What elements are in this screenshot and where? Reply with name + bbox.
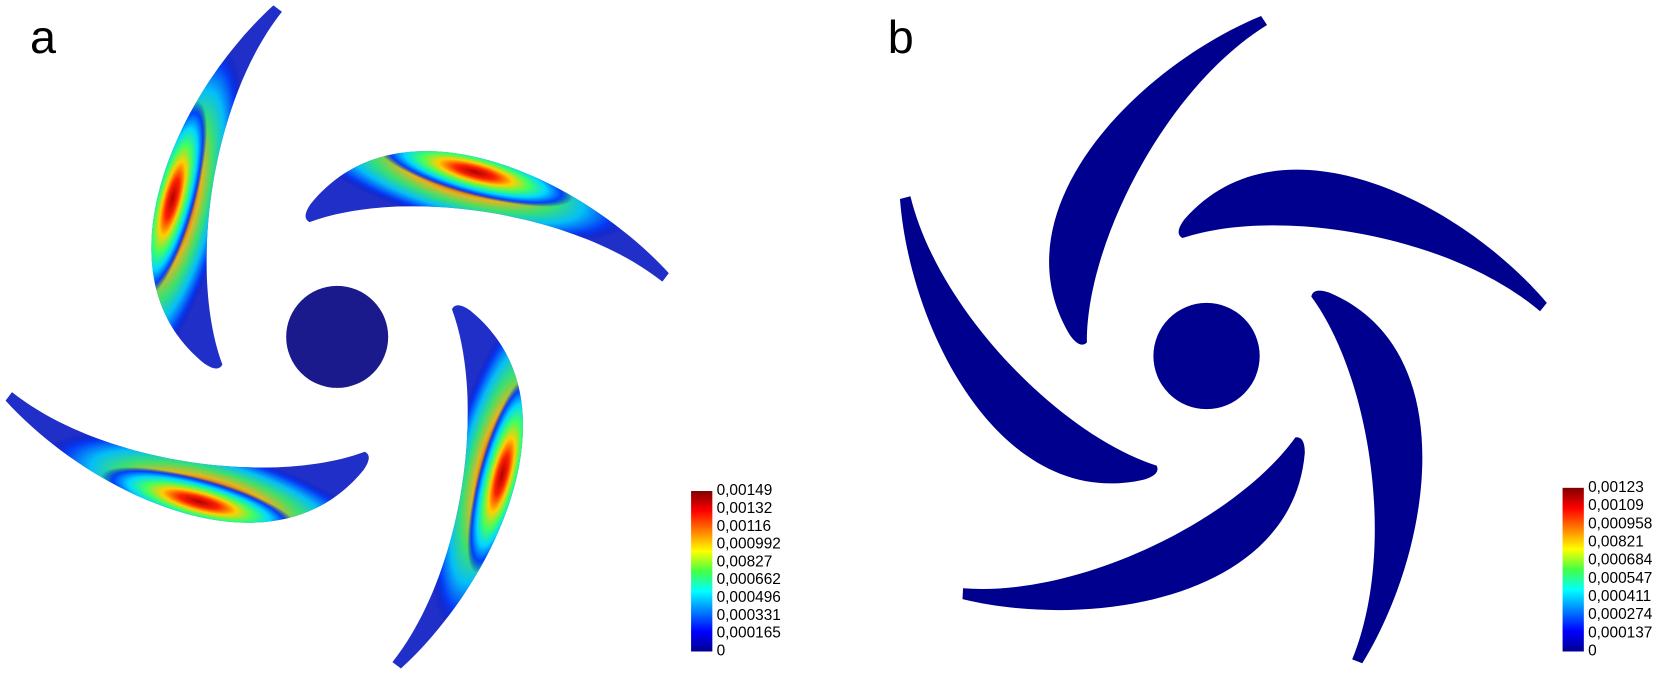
- colorbar-label: 0,00149: [717, 482, 773, 499]
- stress-field: [44, 432, 369, 523]
- colorbar-label: 0: [1588, 643, 1597, 660]
- blade: [392, 305, 523, 669]
- stress-field: [151, 44, 242, 369]
- colorbar-label: 0,00132: [717, 500, 773, 517]
- colorbar-label: 0,00116: [717, 518, 772, 535]
- stress-field: [305, 151, 630, 242]
- colorbar-label: 0,000411: [1588, 588, 1651, 605]
- blade: [1176, 165, 1552, 312]
- colorbar-label: 0,000331: [717, 607, 781, 624]
- blade: [151, 5, 282, 369]
- hub: [286, 285, 389, 388]
- colorbar-label: 0,000137: [1588, 624, 1652, 641]
- blade: [305, 151, 669, 282]
- colorbar: [691, 491, 713, 652]
- stress-core: [377, 151, 574, 207]
- colorbar-label: 0,000958: [1588, 515, 1652, 532]
- colorbar-label: 0,000662: [717, 571, 781, 588]
- colorbar-label: 0,000274: [1588, 606, 1653, 623]
- colorbar-label: 0: [717, 643, 726, 660]
- panel-label: a: [30, 11, 56, 63]
- colorbar-label: 0,00821: [1588, 533, 1644, 550]
- colorbar-label: 0,000684: [1588, 552, 1653, 569]
- colorbar-label: 0,000496: [717, 589, 781, 606]
- colorbar-label: 0,000992: [717, 536, 781, 553]
- colorbar-label: 0,00827: [717, 553, 773, 570]
- blade-shape: [1176, 165, 1552, 312]
- hub: [1153, 302, 1260, 410]
- colorbar: [1562, 487, 1584, 652]
- panel-b: b0,001230,001090,0009580,008210,0006840,…: [823, 0, 1653, 677]
- blade: [823, 192, 1198, 526]
- stress-field: [432, 305, 523, 630]
- stress-core: [101, 467, 297, 523]
- colorbar-label: 0,000165: [717, 625, 781, 642]
- colorbar-label: 0,00109: [1588, 497, 1644, 514]
- colorbar-label: 0,000547: [1588, 570, 1652, 587]
- colorbar-label: 0,00123: [1588, 479, 1644, 496]
- stress-core: [151, 101, 207, 297]
- panel-a: a0,001490,001320,001160,0009920,008270,0…: [5, 5, 781, 669]
- blade-shape: [823, 192, 1198, 526]
- panel-label: b: [888, 11, 914, 63]
- blade: [5, 392, 369, 523]
- stress-core: [467, 377, 523, 573]
